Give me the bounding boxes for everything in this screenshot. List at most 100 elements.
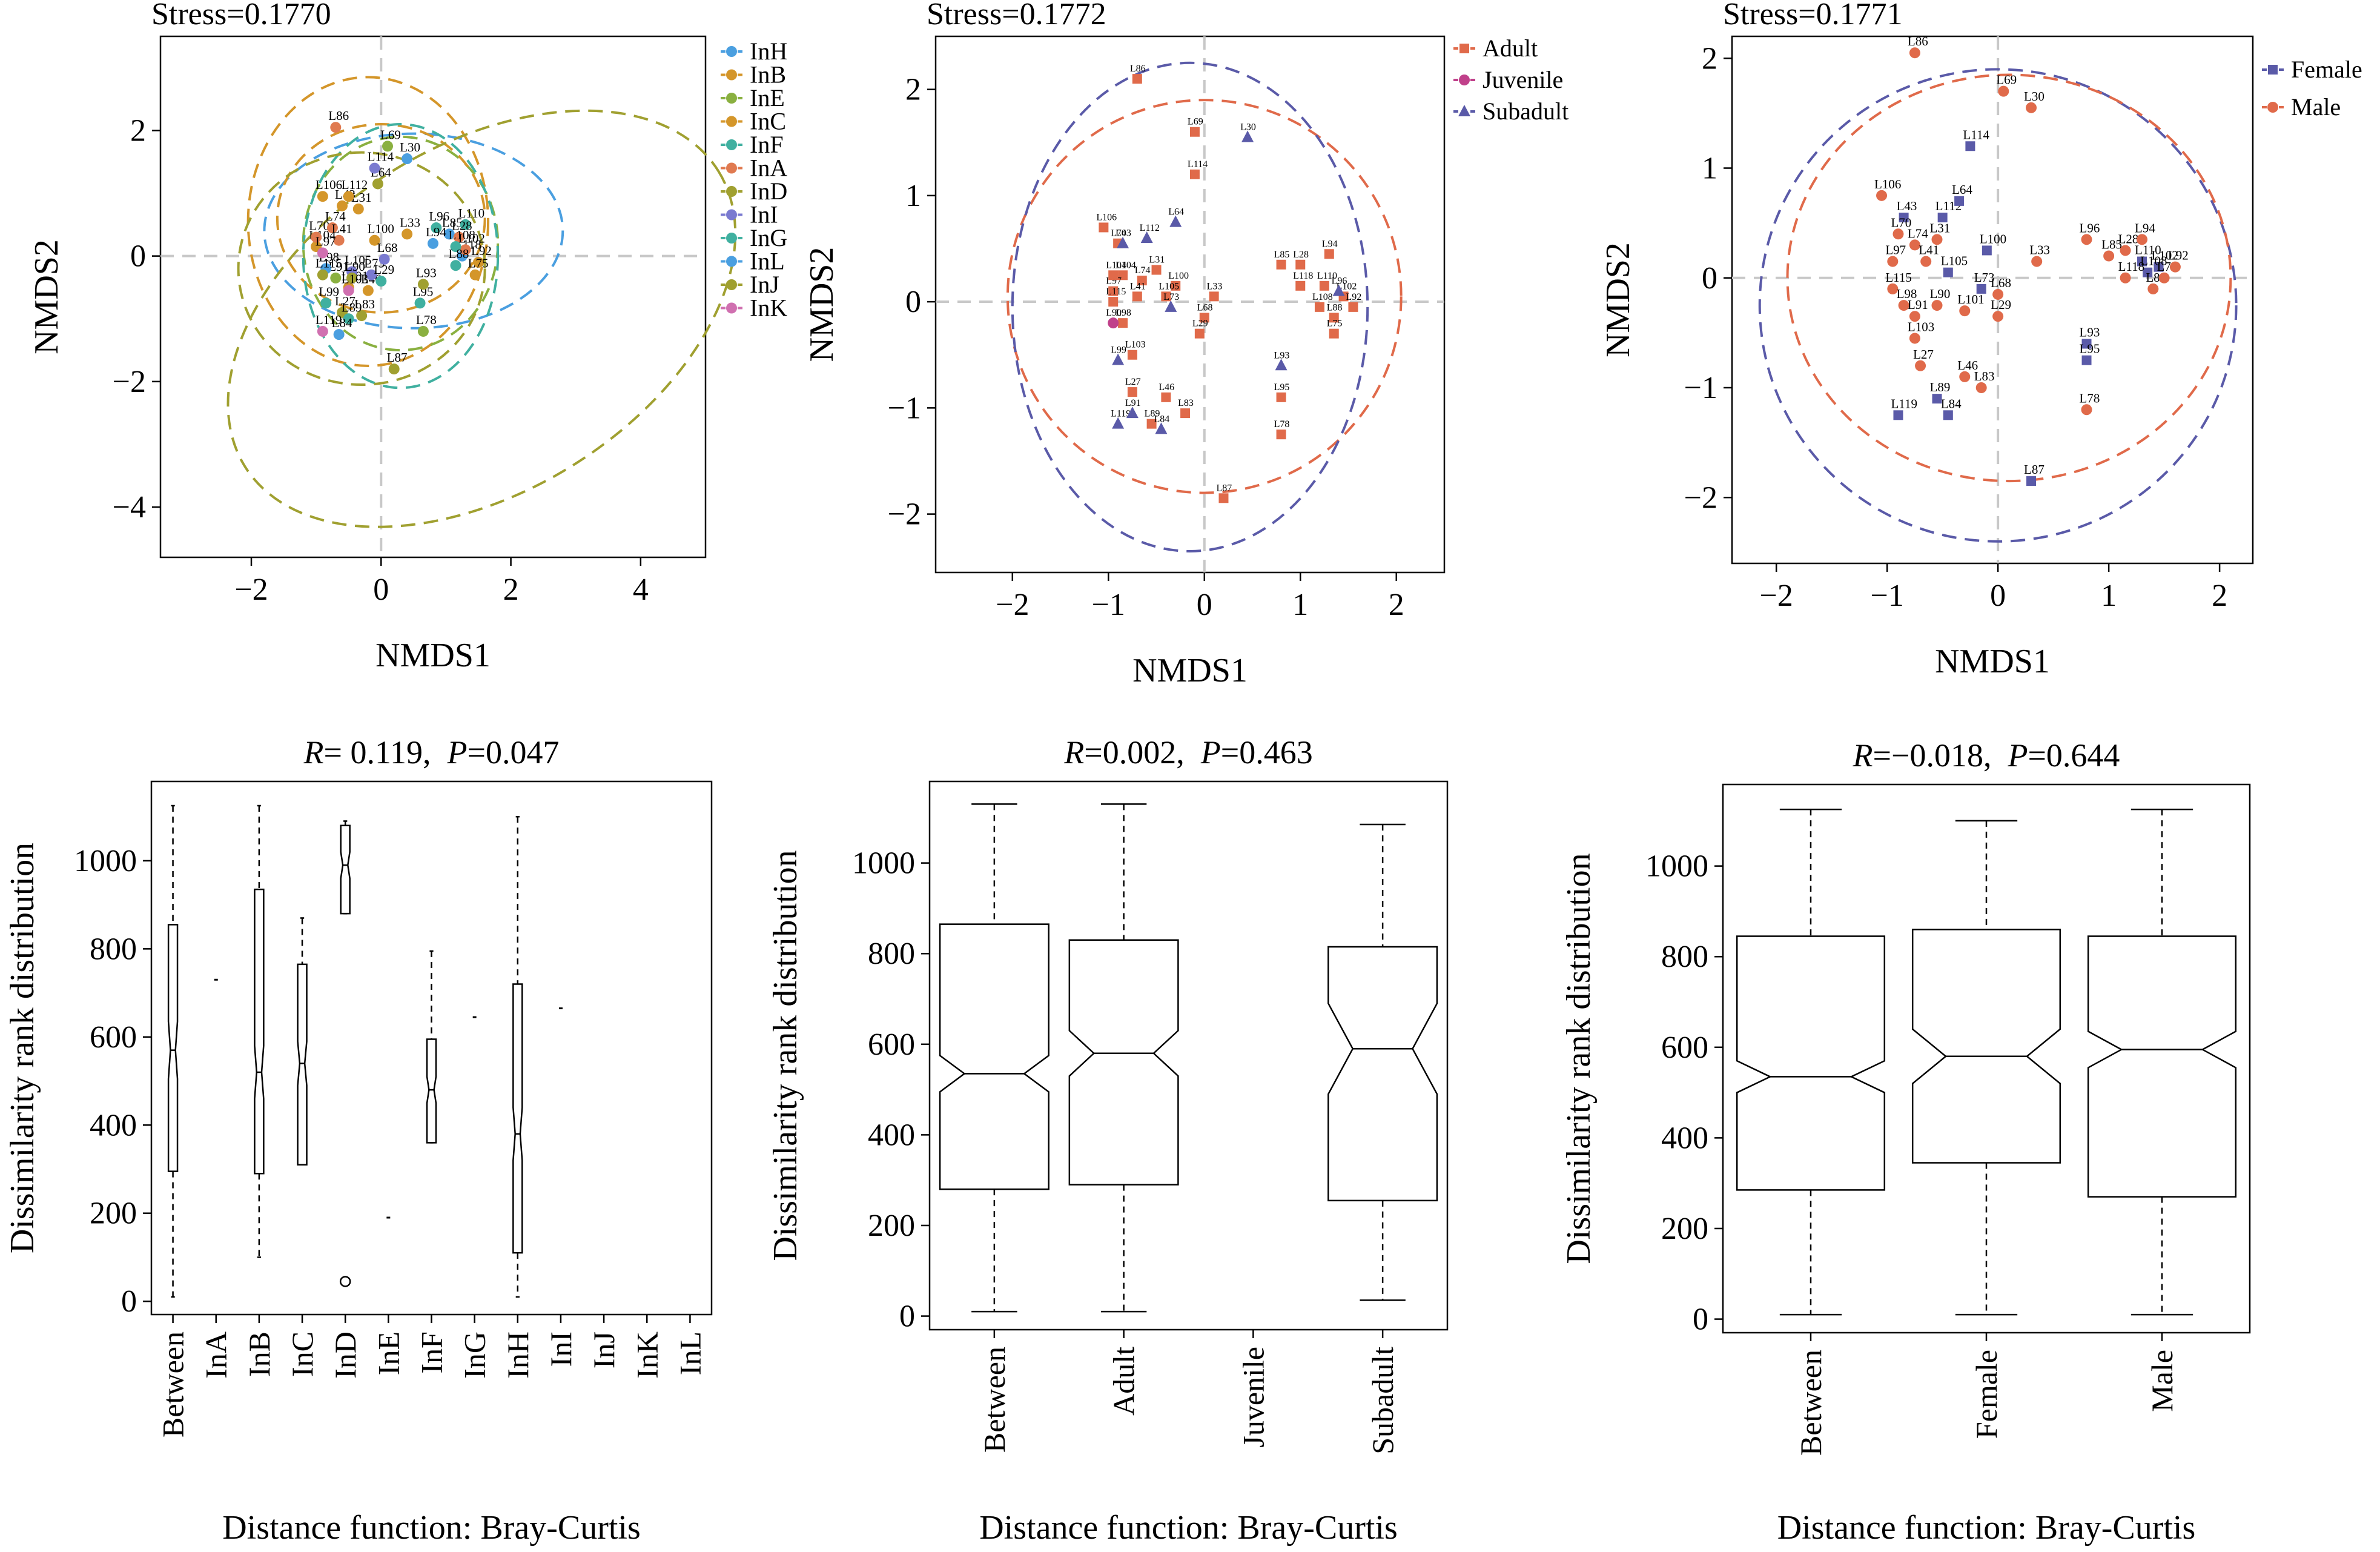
data-point	[1099, 222, 1109, 233]
data-point	[1132, 291, 1142, 302]
data-point	[2137, 256, 2147, 267]
y-tick-label: −1	[1684, 371, 1717, 405]
data-point	[2026, 476, 2037, 486]
legend-label: InG	[750, 224, 787, 251]
plot-frame	[159, 35, 707, 559]
point-label: L91	[1908, 297, 1928, 312]
group-ellipse-inh	[263, 132, 564, 330]
point-label: L103	[342, 272, 368, 287]
legend-marker	[726, 256, 737, 267]
notched-box	[340, 824, 351, 915]
data-point	[2158, 272, 2170, 284]
data-point	[1189, 169, 1200, 179]
point-label: L105	[345, 253, 371, 268]
x-axis-title: NMDS1	[1132, 652, 1248, 689]
data-point	[1920, 256, 1932, 267]
legend-marker	[726, 186, 737, 197]
data-point	[1127, 387, 1137, 397]
y-tick-label: −1	[888, 391, 921, 425]
data-point	[366, 269, 377, 280]
point-label: L64	[1168, 207, 1184, 217]
data-point	[326, 222, 338, 234]
y-axis-title: Dissimilarity rank distribution	[4, 843, 41, 1253]
data-point	[402, 228, 413, 240]
legend-label: Female	[2291, 56, 2362, 83]
data-point	[2081, 339, 2092, 349]
x-category-label: InB	[242, 1331, 276, 1377]
title-part: =0.047	[467, 734, 559, 771]
point-label: L33	[400, 215, 420, 230]
point-label: L115	[1885, 270, 1912, 285]
point-label: L69	[1188, 117, 1203, 127]
point-label: L114	[1963, 127, 1989, 142]
data-point	[1329, 313, 1339, 323]
x-category-label: Adult	[1107, 1347, 1141, 1416]
data-point	[1943, 410, 1953, 420]
point-label: L114	[1188, 159, 1208, 170]
y-tick-label: 200	[90, 1196, 137, 1231]
group-ellipse-ine	[302, 135, 500, 352]
y-tick-label: −2	[113, 365, 146, 399]
point-label: L84	[1154, 414, 1169, 424]
data-point	[1887, 256, 1899, 267]
y-axis-title: Dissimilarity rank distribution	[767, 850, 804, 1261]
data-point	[369, 162, 380, 174]
x-category-label: Male	[2145, 1350, 2179, 1412]
x-tick-label: 0	[1197, 588, 1212, 622]
legend-label: InJ	[750, 271, 779, 298]
stress-label: Stress=0.1772	[927, 0, 1106, 32]
data-point	[1199, 313, 1209, 323]
data-point	[1108, 297, 1119, 307]
data-point	[1171, 280, 1181, 291]
data-point	[1218, 493, 1229, 503]
data-point	[1909, 333, 1920, 344]
data-point	[417, 325, 429, 337]
legend-marker	[726, 139, 737, 150]
point-label: L29	[1192, 319, 1208, 329]
data-point	[1909, 47, 1920, 59]
legend-label: Subadult	[1483, 98, 1568, 125]
group-ellipse-inc	[276, 123, 486, 314]
point-label: L91	[1125, 398, 1141, 408]
notched-box	[939, 923, 1050, 1190]
legend-marker	[726, 279, 737, 290]
x-category-label: InA	[199, 1331, 233, 1379]
legend-label: InI	[750, 201, 778, 228]
legend-marker	[1459, 75, 1470, 85]
data-point	[2031, 256, 2043, 267]
point-label: L70	[309, 219, 329, 233]
point-label: L119	[1111, 409, 1131, 419]
legend-label: InL	[750, 248, 785, 275]
y-tick-label: 0	[130, 239, 146, 274]
data-point	[1295, 280, 1306, 291]
data-point	[1108, 286, 1119, 296]
y-tick-label: 1000	[1645, 849, 1708, 884]
point-label: L92	[471, 244, 492, 258]
x-tick-label: −2	[234, 572, 268, 607]
point-label: L87	[387, 350, 408, 365]
data-point	[2137, 234, 2148, 245]
data-point	[1155, 422, 1168, 434]
x-tick-label: 1	[1292, 588, 1308, 622]
y-axis-title: NMDS2	[1599, 242, 1637, 357]
x-tick-label: −1	[1871, 579, 1904, 613]
legend-marker	[2267, 102, 2278, 113]
point-label: L110	[1317, 271, 1337, 281]
point-label: L27	[335, 294, 355, 308]
legend-label: InE	[750, 84, 785, 111]
legend-marker	[726, 209, 737, 221]
y-tick-label: 800	[868, 937, 915, 971]
y-tick-label: 200	[1661, 1212, 1708, 1246]
data-point	[1118, 270, 1128, 280]
point-label: L90	[1106, 308, 1122, 318]
data-point	[1887, 283, 1899, 294]
data-point	[428, 237, 438, 249]
point-label: L92	[1346, 292, 1361, 302]
legend-marker	[726, 46, 737, 57]
point-label: L30	[1240, 122, 1256, 132]
legend-label: InD	[750, 177, 787, 205]
legend-label: InA	[750, 154, 787, 182]
legend-label: InF	[750, 131, 784, 158]
data-point	[378, 253, 390, 265]
data-point	[417, 279, 429, 290]
